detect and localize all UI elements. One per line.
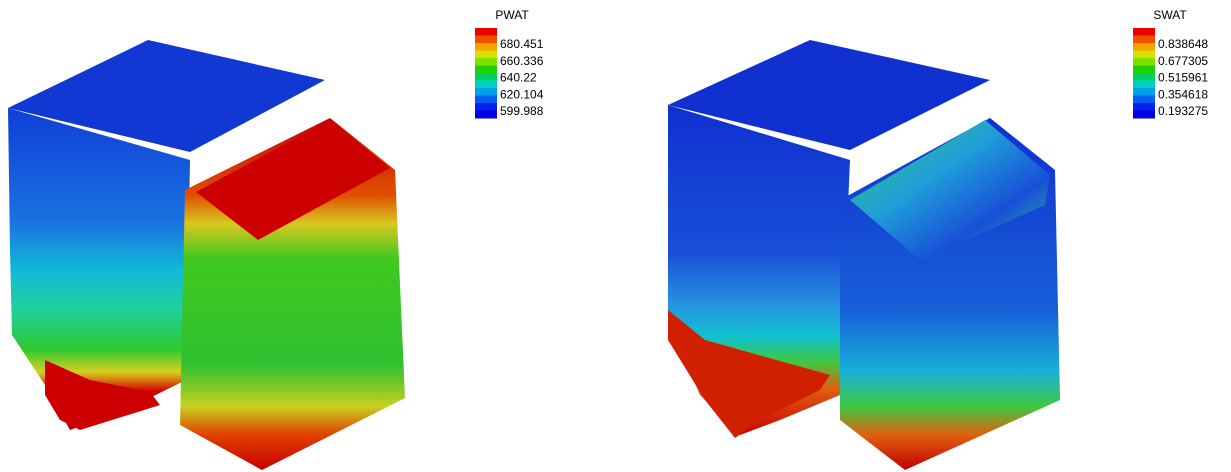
color-band [1133,81,1155,89]
color-band [475,111,497,119]
color-band [475,51,497,59]
legend: PWAT 680.451 660.336 640.22 620.104 599.988 [475,8,544,118]
color-band [1133,66,1155,74]
color-band [475,88,497,96]
left-wing [8,108,190,430]
legend-label: 680.451 [500,37,544,51]
color-band [1133,111,1155,119]
legend-title: PWAT [495,8,529,22]
color-band [1133,58,1155,66]
swat-model [668,40,1060,470]
color-band [1133,51,1155,59]
color-band [1133,43,1155,51]
pwat-model [8,40,405,470]
legend-label: 620.104 [500,87,544,101]
color-band [475,28,497,36]
color-band [1133,28,1155,36]
legend-label: 0.677305 [1158,54,1208,68]
color-band [1133,96,1155,104]
color-band [1133,73,1155,81]
legend-label: 0.515961 [1158,71,1208,85]
legend-label: 660.336 [500,54,544,68]
legend-label: 640.22 [500,71,537,85]
legend-label: 0.354618 [1158,87,1208,101]
legend-label: 0.838648 [1158,37,1208,51]
legend-label: 599.988 [500,104,544,118]
color-band [475,103,497,111]
color-band [475,81,497,89]
scene: PWAT 680.451 660.336 640.22 620.104 599.988 SW… [0,0,1231,472]
color-band [475,58,497,66]
color-band [475,73,497,81]
color-band [475,43,497,51]
color-band [1133,36,1155,44]
legend: SWAT 0.838648 0.677305 0.515961 0.354618 0.19… [1133,8,1208,118]
page: PWAT 680.451 660.336 640.22 620.104 599.988 SW… [0,0,1231,472]
legend-label: 0.193275 [1158,104,1208,118]
color-band [1133,88,1155,96]
color-band [1133,103,1155,111]
legend-title: SWAT [1153,8,1187,22]
color-band [475,66,497,74]
color-band [475,96,497,104]
color-band [475,36,497,44]
